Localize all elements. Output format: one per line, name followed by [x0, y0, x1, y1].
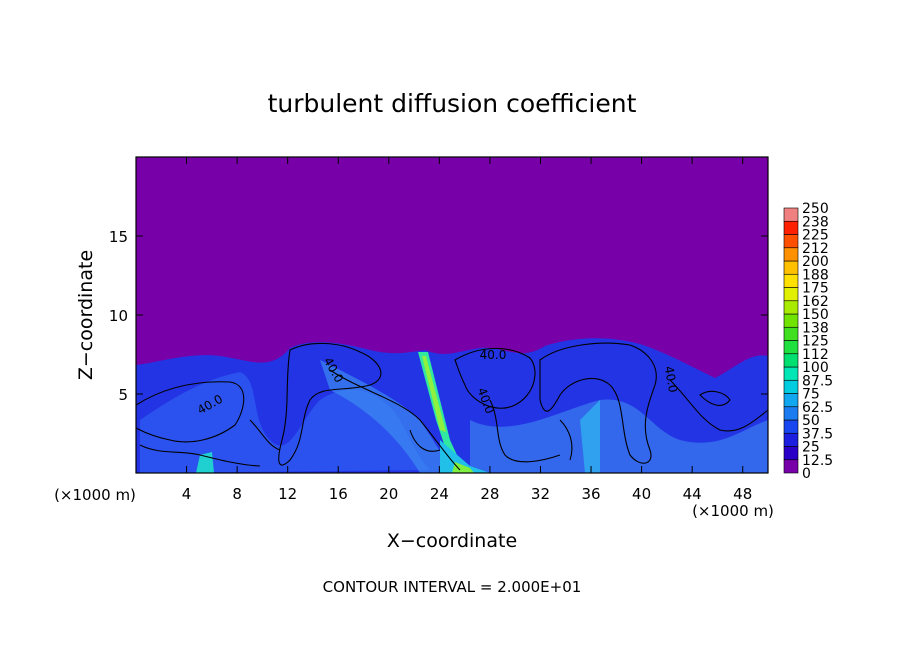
colorbar-label: 175 [802, 281, 829, 297]
colorbar-label: 238 [802, 214, 829, 230]
colorbar-label: 112 [802, 347, 829, 363]
x-tick-label: 36 [581, 485, 600, 503]
colorbar-label: 150 [802, 307, 829, 323]
contour-label: 40.0 [480, 348, 507, 362]
footer: CONTOUR INTERVAL = 2.000E+01 [323, 578, 582, 596]
colorbar-segment [783, 326, 799, 341]
colorbar-segment [783, 313, 799, 328]
x-axis-label: X−coordinate [387, 530, 517, 552]
field [135, 157, 769, 473]
field-patch [580, 400, 600, 473]
x-tick-label: 48 [733, 485, 752, 503]
colorbar-segment [783, 287, 799, 302]
contour-lines [135, 342, 769, 471]
colorbar-label: 138 [802, 320, 829, 336]
colorbar-segment [783, 340, 799, 355]
field-patch [440, 440, 490, 473]
colorbar-label: 87.5 [802, 373, 833, 389]
colorbar-segment [783, 207, 799, 222]
colorbar-label: 100 [802, 360, 829, 376]
x-tick-label: 40 [632, 485, 651, 503]
colorbar-label: 188 [802, 267, 829, 283]
colorbar-label: 200 [802, 254, 829, 270]
x-tick-label: 24 [430, 485, 449, 503]
colorbar-segment [783, 419, 799, 434]
colorbar-label: 37.5 [802, 426, 833, 442]
x-tick-label: 32 [531, 485, 550, 503]
colorbar-segment [783, 393, 799, 408]
colorbar-label: 250 [802, 201, 829, 217]
y-unit-label: (×1000 m) [54, 486, 136, 504]
x-tick-label: 8 [232, 485, 242, 503]
colorbar-segment [783, 260, 799, 275]
y-tick-label: 15 [109, 228, 128, 246]
colorbar-label: 25 [802, 440, 820, 456]
chart-title: turbulent diffusion coefficient [268, 89, 637, 118]
colorbar-label: 75 [802, 387, 820, 403]
colorbar-label: 0 [802, 466, 811, 482]
colorbar-segment [783, 234, 799, 249]
colorbar-segment [783, 459, 799, 474]
colorbar-segment [783, 406, 799, 421]
field-patch [470, 399, 768, 473]
colorbar-label: 12.5 [802, 453, 833, 469]
colorbar-label: 212 [802, 241, 829, 257]
x-tick-label: 20 [379, 485, 398, 503]
colorbar-segment [783, 300, 799, 315]
field-patch [422, 356, 446, 432]
y-axis-label: Z−coordinate [75, 250, 97, 380]
colorbar-segment [783, 432, 799, 447]
y-tick-label: 5 [118, 386, 128, 404]
contour-label: 40.0 [662, 365, 680, 394]
colorbar-label: 62.5 [802, 400, 833, 416]
colorbar-label: 50 [802, 413, 820, 429]
y-tick-label: 10 [109, 307, 128, 325]
field-patch [494, 357, 524, 397]
colorbar-label: 162 [802, 294, 829, 310]
colorbar-segment [783, 379, 799, 394]
colorbar-segment [783, 353, 799, 368]
field-patch [452, 462, 474, 473]
x-tick-label: 44 [683, 485, 702, 503]
x-tick-label: 4 [182, 485, 192, 503]
x-tick-label: 12 [278, 485, 297, 503]
x-tick-label: 16 [329, 485, 348, 503]
x-tick-label: 28 [480, 485, 499, 503]
colorbar-segment [783, 273, 799, 288]
colorbar-segment [783, 247, 799, 262]
x-unit-label: (×1000 m) [692, 502, 774, 520]
colorbar-segment [783, 446, 799, 461]
colorbar-segment [783, 366, 799, 381]
colorbar-label: 225 [802, 228, 829, 244]
colorbar-label: 125 [802, 334, 829, 350]
colorbar-segment [783, 220, 799, 235]
